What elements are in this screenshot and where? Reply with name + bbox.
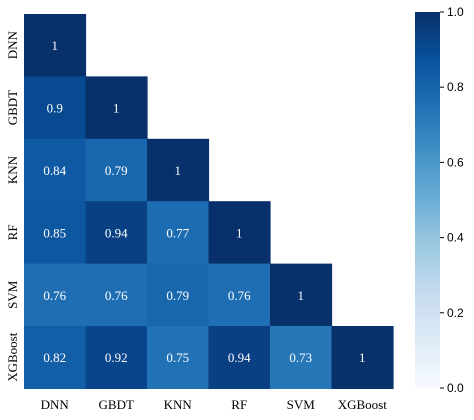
- cell-value-label: 0.94: [228, 350, 251, 365]
- colorbar: [415, 12, 440, 388]
- x-tick-label: GBDT: [99, 397, 134, 412]
- heatmap-cell: [331, 326, 394, 389]
- y-tick-label: GBDT: [5, 90, 20, 125]
- heatmap-cell: [85, 138, 148, 202]
- y-axis-tick-labels: DNN GBDT KNN RF SVM XGBoost: [5, 31, 20, 382]
- colorbar-tick-labels: 0.0 0.2 0.4 0.6 0.8 1.0: [440, 5, 464, 395]
- cell-value-label: 1: [359, 350, 366, 365]
- cell-value-label: 0.76: [105, 288, 128, 303]
- colorbar-tick-label: 0.4: [447, 231, 464, 245]
- y-tick-label: XGBoost: [5, 332, 20, 382]
- cell-value-label: 0.75: [166, 350, 189, 365]
- cell-value-label: 0.77: [166, 225, 189, 240]
- heatmap-cell: [147, 201, 210, 265]
- cell-value-label: 0.79: [105, 163, 128, 178]
- colorbar-tick-label: 0.8: [447, 80, 464, 94]
- cell-value-label: 0.73: [289, 350, 312, 365]
- cell-value-label: 0.76: [228, 288, 251, 303]
- cell-value-label: 1: [298, 288, 305, 303]
- heatmap-cell: [208, 263, 271, 327]
- heatmap-cell: [85, 263, 148, 327]
- cell-value-label: 0.85: [43, 225, 66, 240]
- heatmap-cell: [85, 76, 148, 140]
- y-tick-label: RF: [5, 224, 20, 240]
- cell-value-label: 0.94: [105, 225, 128, 240]
- y-tick-label: KNN: [5, 155, 20, 184]
- heatmap-cell: [147, 326, 210, 389]
- heatmap-cell: [85, 201, 148, 265]
- heatmap-cell: [208, 326, 271, 389]
- heatmap-cell: [24, 76, 87, 140]
- cell-value-label: 1: [113, 101, 120, 116]
- heatmap-cell: [208, 201, 271, 265]
- cell-value-label: 0.79: [166, 288, 189, 303]
- x-tick-label: SVM: [287, 397, 316, 412]
- cell-value-label: 1: [175, 163, 182, 178]
- x-tick-label: KNN: [164, 397, 193, 412]
- colorbar-tick-label: 1.0: [447, 5, 464, 19]
- colorbar-tick-label: 0.0: [447, 381, 464, 395]
- colorbar-tick-label: 0.2: [447, 306, 464, 320]
- cell-value-label: 0.9: [47, 101, 63, 116]
- heatmap-cell: [147, 263, 210, 327]
- heatmap-cell: [24, 14, 87, 77]
- cell-value-label: 0.92: [105, 350, 128, 365]
- heatmap-cell: [24, 201, 87, 265]
- cell-value-label: 0.82: [43, 350, 66, 365]
- heatmap-cell: [24, 326, 87, 389]
- cell-value-label: 0.84: [43, 163, 66, 178]
- colorbar-tick-label: 0.6: [447, 155, 464, 169]
- y-tick-label: SVM: [5, 280, 20, 309]
- heatmap-cell: [85, 326, 148, 389]
- heatmap-cell: [147, 138, 210, 202]
- cell-value-label: 1: [236, 225, 243, 240]
- x-tick-label: DNN: [41, 397, 70, 412]
- y-tick-label: DNN: [5, 31, 20, 60]
- x-axis-tick-labels: DNN GBDT KNN RF SVM XGBoost: [41, 397, 388, 412]
- cell-value-label: 1: [52, 38, 59, 53]
- x-tick-label: XGBoost: [338, 397, 388, 412]
- heatmap-cell: [270, 263, 333, 327]
- x-tick-label: RF: [231, 397, 247, 412]
- heatmap-cell: [24, 263, 87, 327]
- cell-value-label: 0.76: [43, 288, 66, 303]
- heatmap-cell: [270, 326, 333, 389]
- heatmap-cell: [24, 138, 87, 202]
- heatmap-cells: 1 0.9 1 0.84 0.79 1 0.85 0.94 0.77 1 0.76 0.76 0.79 0…: [24, 14, 394, 389]
